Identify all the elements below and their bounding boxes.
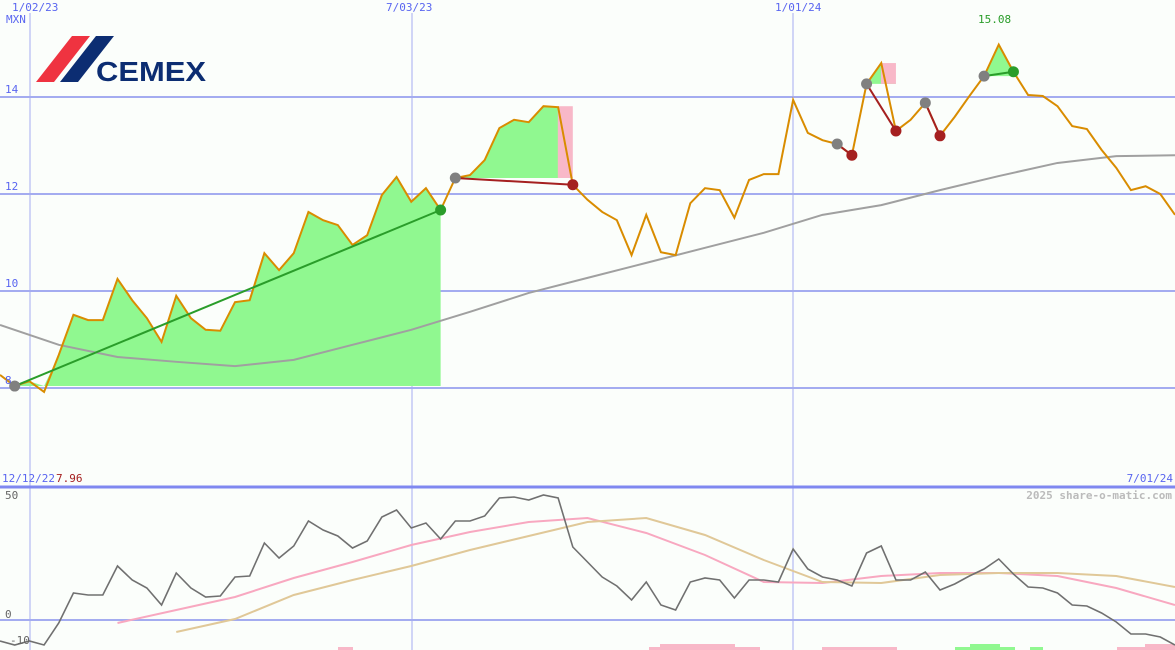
signal-gain-area [455,106,573,178]
signal-slow-line [176,516,1175,633]
signal-exit-marker [435,204,447,216]
y-tick-label: -10 [10,634,30,647]
oscillator-start-date: 12/12/22 [2,472,55,485]
signal-trend-line [14,209,442,387]
signal-trend-line [924,102,941,137]
start-value: 7.96 [56,472,83,485]
oscillator-line [0,494,1175,646]
signal-gain-area [14,177,441,387]
signal-exit-marker [846,149,858,161]
histogram-bar [338,647,353,650]
signal-entry-marker [861,78,873,90]
histogram-bar [822,647,897,650]
signal-entry-marker [449,172,461,184]
y-tick-label: 0 [5,608,12,621]
y-tick-label: 14 [5,83,19,96]
histogram-bar [1030,647,1043,650]
y-tick-label: 10 [5,277,19,290]
price-line [0,42,1175,394]
y-tick-label: 8 [5,374,12,387]
signal-exit-marker [890,125,902,137]
signal-trend-line [865,83,897,132]
signal-exit-marker [1007,66,1019,78]
signal-fast-line [117,516,1175,624]
x-tick-label: 1/02/23 [12,1,59,14]
y-tick-label: 12 [5,180,19,193]
signal-exit-marker [934,130,946,142]
signal-entry-marker [978,70,990,82]
histogram-bar [970,644,1000,650]
signal-gain-area [984,44,1014,77]
histogram-bar [660,644,735,650]
signal-entry-marker [9,380,21,392]
svg-text:CEMEX: CEMEX [96,56,206,86]
histogram-bar [1145,644,1175,650]
peak-price-label: 15.08 [978,13,1012,26]
signal-trend-line [455,176,573,186]
x-tick-label: 1/01/24 [775,1,822,14]
signal-entry-marker [831,138,843,150]
y-axis-unit: MXN [6,13,26,26]
moving-average-line [0,154,1175,368]
oscillator-end-date: 7/01/24 [1126,472,1173,485]
cemex-logo: CEMEX [36,36,206,86]
signal-exit-marker [567,179,579,191]
signal-entry-marker [919,97,931,109]
y-tick-label: 50 [5,489,19,502]
watermark: 2025 share-o-matic.com [1026,489,1172,502]
x-tick-label: 7/03/23 [386,1,433,14]
